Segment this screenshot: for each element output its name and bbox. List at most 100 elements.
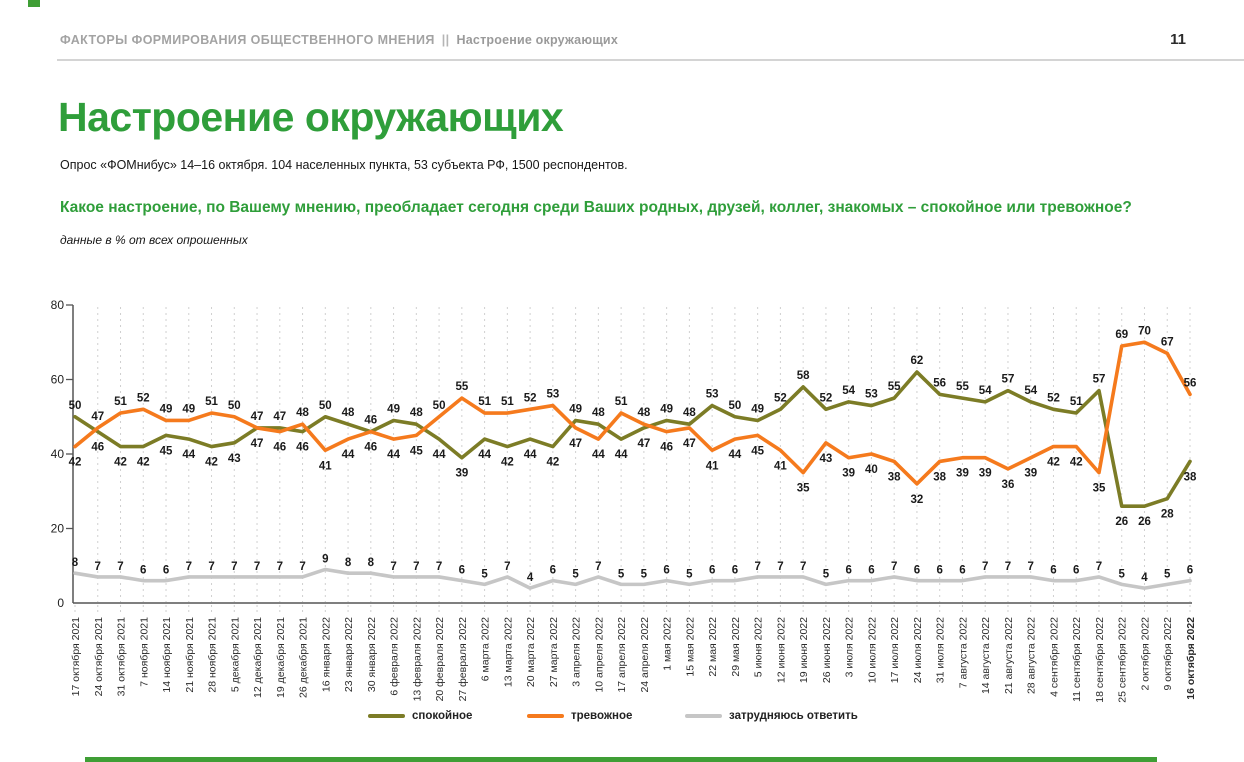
legend-item-calm: спокойное (368, 708, 472, 724)
svg-text:5: 5 (481, 568, 488, 580)
svg-text:12 декабря 2021: 12 декабря 2021 (252, 617, 264, 698)
svg-text:40: 40 (51, 447, 65, 461)
legend-swatch-anxious (527, 714, 564, 718)
svg-text:6: 6 (732, 565, 738, 577)
svg-text:47: 47 (251, 438, 264, 450)
svg-text:16 октября 2022: 16 октября 2022 (1185, 617, 1197, 700)
svg-text:42: 42 (1070, 457, 1083, 469)
svg-text:42: 42 (114, 457, 127, 469)
svg-text:42: 42 (205, 457, 218, 469)
svg-text:56: 56 (1184, 377, 1197, 389)
svg-text:7: 7 (95, 561, 101, 573)
svg-text:7: 7 (595, 561, 601, 573)
svg-text:48: 48 (410, 407, 423, 419)
breadcrumb-topic: Настроение окружающих (456, 33, 618, 47)
svg-text:47: 47 (91, 411, 104, 423)
svg-text:38: 38 (933, 471, 946, 483)
svg-text:20: 20 (51, 522, 65, 536)
svg-text:53: 53 (865, 389, 878, 401)
svg-text:46: 46 (660, 442, 673, 454)
svg-text:27 февраля 2022: 27 февраля 2022 (457, 617, 469, 702)
svg-text:4 сентября 2022: 4 сентября 2022 (1048, 617, 1060, 697)
svg-text:47: 47 (637, 438, 650, 450)
svg-text:13 марта 2022: 13 марта 2022 (502, 617, 514, 687)
svg-text:57: 57 (1093, 374, 1106, 386)
breadcrumb: ФАКТОРЫ ФОРМИРОВАНИЯ ОБЩЕСТВЕННОГО МНЕНИ… (60, 33, 1188, 47)
svg-text:7: 7 (254, 561, 260, 573)
svg-text:10 апреля 2022: 10 апреля 2022 (593, 617, 605, 693)
svg-text:32: 32 (911, 494, 924, 506)
svg-text:18 сентября 2022: 18 сентября 2022 (1094, 617, 1106, 703)
svg-text:5 декабря 2021: 5 декабря 2021 (229, 617, 241, 692)
svg-text:44: 44 (728, 449, 741, 461)
svg-text:52: 52 (137, 392, 150, 404)
svg-text:42: 42 (546, 457, 559, 469)
chart-legend: спокойное тревожное затрудняюсь ответить (0, 708, 1244, 728)
svg-text:52: 52 (1047, 392, 1060, 404)
legend-label-undecided: затрудняюсь ответить (729, 710, 858, 722)
svg-text:42: 42 (501, 457, 514, 469)
svg-text:1 мая 2022: 1 мая 2022 (662, 617, 674, 671)
svg-text:6: 6 (663, 565, 669, 577)
svg-text:52: 52 (820, 392, 833, 404)
svg-text:7: 7 (982, 561, 988, 573)
header-divider (57, 59, 1244, 61)
svg-text:39: 39 (455, 468, 468, 480)
page-number: 11 (1170, 31, 1186, 48)
svg-text:17 апреля 2022: 17 апреля 2022 (616, 617, 628, 693)
legend-item-anxious: тревожное (527, 708, 632, 724)
svg-text:9 октября 2022: 9 октября 2022 (1162, 617, 1174, 691)
svg-text:51: 51 (1070, 396, 1083, 408)
svg-text:47: 47 (251, 411, 264, 423)
svg-text:60: 60 (51, 373, 65, 387)
svg-text:49: 49 (387, 403, 400, 415)
svg-text:9: 9 (322, 553, 328, 565)
survey-question: Какое настроение, по Вашему мнению, прео… (60, 199, 1132, 216)
svg-text:5: 5 (686, 568, 693, 580)
svg-text:49: 49 (569, 403, 582, 415)
svg-text:17 июля 2022: 17 июля 2022 (889, 617, 901, 683)
svg-text:6: 6 (550, 565, 556, 577)
svg-text:62: 62 (911, 355, 924, 367)
svg-text:13 февраля 2022: 13 февраля 2022 (411, 617, 423, 702)
svg-text:14 августа 2022: 14 августа 2022 (980, 617, 992, 694)
svg-text:28 ноября 2021: 28 ноября 2021 (207, 617, 219, 693)
svg-text:12 июня 2022: 12 июня 2022 (775, 617, 787, 683)
svg-text:28 августа 2022: 28 августа 2022 (1026, 617, 1038, 694)
svg-text:51: 51 (205, 396, 218, 408)
svg-text:7: 7 (891, 561, 897, 573)
svg-text:4: 4 (527, 572, 534, 584)
svg-text:41: 41 (706, 460, 719, 472)
svg-text:30 января 2022: 30 января 2022 (366, 617, 378, 692)
svg-text:11 сентября 2022: 11 сентября 2022 (1071, 617, 1083, 702)
page-footer-accent (85, 757, 1157, 762)
svg-text:6: 6 (140, 565, 146, 577)
svg-text:44: 44 (387, 449, 400, 461)
page-corner-accent (28, 0, 40, 7)
svg-text:23 января 2022: 23 января 2022 (343, 617, 355, 692)
svg-text:35: 35 (1093, 483, 1106, 495)
svg-text:7: 7 (277, 561, 283, 573)
svg-text:28: 28 (1161, 509, 1174, 521)
svg-text:50: 50 (69, 400, 82, 412)
svg-text:6: 6 (845, 565, 851, 577)
svg-text:50: 50 (728, 400, 741, 412)
legend-item-undecided: затрудняюсь ответить (685, 708, 858, 724)
svg-text:39: 39 (956, 468, 969, 480)
svg-text:6 марта 2022: 6 марта 2022 (480, 617, 492, 681)
svg-text:10 июля 2022: 10 июля 2022 (866, 617, 878, 683)
mood-trend-chart: 0 20 40 60 80 17 октября 2021 24 октября 2021 3… (0, 255, 1244, 705)
svg-text:49: 49 (751, 403, 764, 415)
svg-text:14 ноября 2021: 14 ноября 2021 (161, 617, 173, 693)
svg-text:42: 42 (137, 457, 150, 469)
svg-text:53: 53 (706, 389, 719, 401)
svg-text:55: 55 (455, 381, 468, 393)
svg-text:3 июля 2022: 3 июля 2022 (844, 617, 856, 678)
svg-text:44: 44 (433, 449, 446, 461)
svg-text:48: 48 (296, 407, 309, 419)
svg-text:26: 26 (1138, 516, 1151, 528)
svg-text:53: 53 (546, 389, 559, 401)
svg-text:44: 44 (592, 449, 605, 461)
svg-text:69: 69 (1115, 329, 1128, 341)
svg-text:55: 55 (956, 381, 969, 393)
